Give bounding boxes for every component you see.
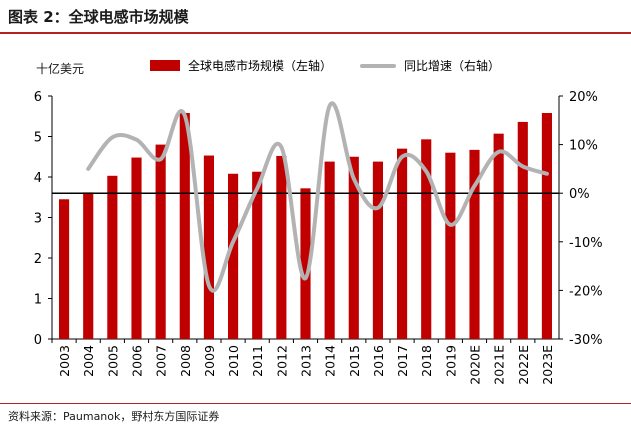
x-tick-label: 2020E xyxy=(468,345,483,385)
bar xyxy=(348,156,359,339)
x-tick-label: 2021E xyxy=(492,345,507,385)
bar xyxy=(155,144,166,339)
chart-legend: 全球电感市场规模（左轴） 同比增速（右轴） xyxy=(150,57,528,74)
bar xyxy=(228,173,239,339)
right-tick-label: 10% xyxy=(569,139,598,154)
bar xyxy=(83,192,94,339)
x-tick-label: 2012 xyxy=(274,345,289,377)
legend-item-bars: 全球电感市场规模（左轴） xyxy=(150,57,332,74)
x-tick-label: 2008 xyxy=(178,345,193,377)
left-tick-label: 5 xyxy=(34,131,42,146)
bar xyxy=(203,155,214,339)
x-tick-label: 2013 xyxy=(299,345,314,377)
left-tick-label: 0 xyxy=(34,333,42,348)
x-tick-label: 2005 xyxy=(105,345,120,377)
legend-bar-label: 全球电感市场规模（左轴） xyxy=(188,59,333,73)
bar xyxy=(107,175,118,339)
legend-bar-swatch xyxy=(150,60,180,71)
bar xyxy=(59,199,70,339)
left-axis-unit: 十亿美元 xyxy=(36,62,85,76)
right-tick-label: 20% xyxy=(569,90,598,105)
growth-rate-line xyxy=(86,101,549,293)
bar xyxy=(324,161,335,339)
bar xyxy=(493,133,504,339)
source-divider xyxy=(0,403,631,404)
bar xyxy=(252,171,263,339)
left-tick-label: 4 xyxy=(34,171,42,186)
x-tick-label: 2022E xyxy=(516,345,531,385)
left-tick-label: 6 xyxy=(34,90,42,105)
x-tick-label: 2007 xyxy=(154,345,169,377)
bar xyxy=(469,149,480,339)
x-tick-label: 2009 xyxy=(202,345,217,377)
right-tick-label: -10% xyxy=(569,236,603,251)
legend-item-line: 同比增速（右轴） xyxy=(360,57,500,74)
left-tick-label: 1 xyxy=(34,293,42,308)
x-tick-label: 2014 xyxy=(323,345,338,377)
x-tick-label: 2015 xyxy=(347,345,362,377)
bar xyxy=(276,155,287,339)
x-tick-label: 2018 xyxy=(419,345,434,377)
bar xyxy=(517,121,528,339)
bar xyxy=(131,157,142,339)
legend-line-label: 同比增速（右轴） xyxy=(404,59,501,73)
legend-line-swatch xyxy=(360,63,397,68)
x-tick-label: 2023E xyxy=(540,345,555,385)
left-tick-label: 3 xyxy=(34,212,42,227)
bar xyxy=(421,139,432,339)
source-note: 资料来源：Paumanok，野村东方国际证券 xyxy=(8,410,220,423)
right-tick-label: -20% xyxy=(569,284,603,299)
x-tick-label: 2004 xyxy=(81,345,96,377)
bar xyxy=(179,113,190,339)
right-tick-label: 0% xyxy=(569,187,590,202)
bar xyxy=(372,161,383,339)
bar xyxy=(397,148,408,339)
x-tick-label: 2010 xyxy=(226,345,241,377)
x-tick-label: 2016 xyxy=(371,345,386,377)
x-tick-label: 2017 xyxy=(395,345,410,377)
x-tick-label: 2006 xyxy=(130,345,145,377)
title-divider xyxy=(0,32,631,34)
bar xyxy=(541,113,552,339)
x-tick-label: 2011 xyxy=(250,345,265,377)
left-tick-label: 2 xyxy=(34,252,42,267)
right-tick-label: -30% xyxy=(569,333,603,348)
x-tick-label: 2019 xyxy=(443,345,458,377)
bar xyxy=(445,152,456,339)
bar xyxy=(300,188,311,339)
figure-title: 图表 2：全球电感市场规模 xyxy=(8,8,189,26)
x-tick-label: 2003 xyxy=(57,345,72,377)
